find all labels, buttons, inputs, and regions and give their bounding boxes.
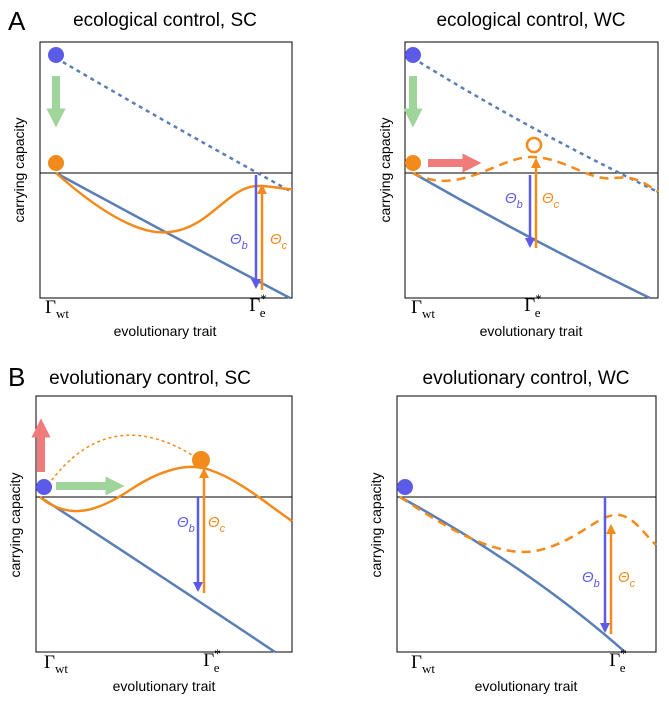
arrow-label-sub: b	[242, 240, 248, 252]
x-tick-label: Γwt	[411, 297, 435, 321]
x-tick-label-symbol: Γ	[609, 650, 620, 671]
arrow-label: Θb	[177, 514, 195, 535]
x-tick-label-symbol: Γ	[45, 297, 56, 318]
x-tick-label-sub: e	[260, 305, 266, 320]
x-tick-label-sup: *	[620, 646, 627, 661]
dot	[48, 47, 64, 63]
arrow-label-symbol: Θ	[208, 514, 220, 531]
dot	[36, 479, 52, 495]
panel-title: ecological control, WC	[436, 10, 625, 31]
plot-frame	[35, 395, 293, 653]
x-tick-label-sub: e	[535, 305, 541, 320]
x-tick-label: Γ* e	[609, 646, 626, 675]
open-dot	[525, 136, 543, 154]
x-tick-label: Γ* e	[524, 291, 541, 320]
x-tick-label-symbol: Γ	[249, 295, 260, 316]
x-tick-label-sub: wt	[55, 661, 68, 676]
x-tick-label: Γ* e	[203, 646, 220, 675]
x-tick-label-sub: e	[214, 660, 220, 675]
panel: evolutionary control, WC	[396, 368, 657, 653]
arrow-label-sub: b	[189, 523, 195, 535]
x-tick-label-symbol: Γ	[411, 297, 422, 318]
y-axis-label: carrying capacity	[11, 117, 27, 222]
arrow-label: Θb	[230, 231, 248, 252]
arrow-label: Θb	[582, 569, 600, 590]
curve	[412, 56, 659, 194]
plot-frame	[39, 41, 293, 299]
arrow-label-sub: c	[282, 240, 288, 252]
panel-title: evolutionary control, SC	[49, 368, 251, 389]
dot	[405, 47, 421, 63]
x-tick-label-sub: wt	[56, 306, 69, 321]
arrow-label: Θc	[542, 190, 560, 211]
dot	[405, 155, 421, 171]
arrow-label-symbol: Θ	[542, 190, 554, 207]
y-axis-label: carrying capacity	[368, 472, 384, 577]
plot-frame	[404, 41, 659, 299]
figure-label: A	[8, 6, 26, 36]
arrow-label-sub: c	[220, 523, 226, 535]
x-tick-label-sup: *	[535, 291, 542, 306]
x-tick-label-sub: e	[620, 660, 626, 675]
curve	[39, 465, 293, 523]
x-axis-label: evolutionary trait	[114, 323, 217, 339]
arrow-label: Θc	[208, 514, 226, 535]
x-tick-label-symbol: Γ	[44, 652, 55, 673]
curve	[412, 155, 659, 194]
arrow-label-symbol: Θ	[582, 569, 594, 586]
x-tick-label-sub: wt	[422, 661, 435, 676]
x-tick-label: Γwt	[45, 297, 69, 321]
panel: evolutionary control, SC	[31, 368, 293, 654]
arrow-label-sub: c	[554, 199, 560, 211]
x-tick-label: Γwt	[44, 652, 68, 676]
curve	[55, 172, 293, 234]
panel-title: evolutionary control, WC	[423, 368, 630, 389]
arrow-label-symbol: Θ	[270, 231, 282, 248]
curve	[47, 434, 201, 486]
x-axis-label: evolutionary trait	[480, 323, 583, 339]
panel: ecological control, SC	[39, 10, 293, 300]
x-axis-label: evolutionary trait	[475, 678, 578, 694]
arrow-label-symbol: Θ	[618, 569, 630, 586]
dot	[48, 155, 64, 171]
curve	[399, 495, 657, 554]
x-tick-label-symbol: Γ	[411, 652, 422, 673]
curve	[412, 171, 651, 300]
arrow-label: Θc	[270, 231, 288, 252]
curve	[39, 495, 276, 654]
panel-title: ecological control, SC	[73, 10, 257, 31]
x-tick-label-symbol: Γ	[524, 295, 535, 316]
arrow-label-sub: b	[594, 578, 600, 590]
arrow-label-sub: b	[517, 199, 523, 211]
curve	[55, 56, 293, 194]
arrow-label: Θb	[505, 190, 523, 211]
arrow-label: Θc	[618, 569, 636, 590]
x-tick-label-sup: *	[214, 646, 221, 661]
x-tick-label-sub: wt	[422, 306, 435, 321]
arrow-label-symbol: Θ	[177, 514, 189, 531]
arrow-label-symbol: Θ	[505, 190, 517, 207]
x-tick-label-sup: *	[260, 291, 267, 306]
x-tick-label: Γ* e	[249, 291, 266, 320]
y-axis-label: carrying capacity	[7, 472, 23, 577]
arrow-label-symbol: Θ	[230, 231, 242, 248]
figure-label: B	[8, 362, 25, 392]
plot-frame	[396, 395, 657, 653]
x-axis-label: evolutionary trait	[113, 678, 216, 694]
dot	[192, 451, 210, 469]
arrow-label-sub: c	[630, 578, 636, 590]
dot	[397, 479, 413, 495]
x-tick-label-symbol: Γ	[203, 650, 214, 671]
panel: ecological control, WC	[403, 10, 659, 300]
x-tick-label: Γwt	[411, 652, 435, 676]
y-axis-label: carrying capacity	[377, 117, 393, 222]
